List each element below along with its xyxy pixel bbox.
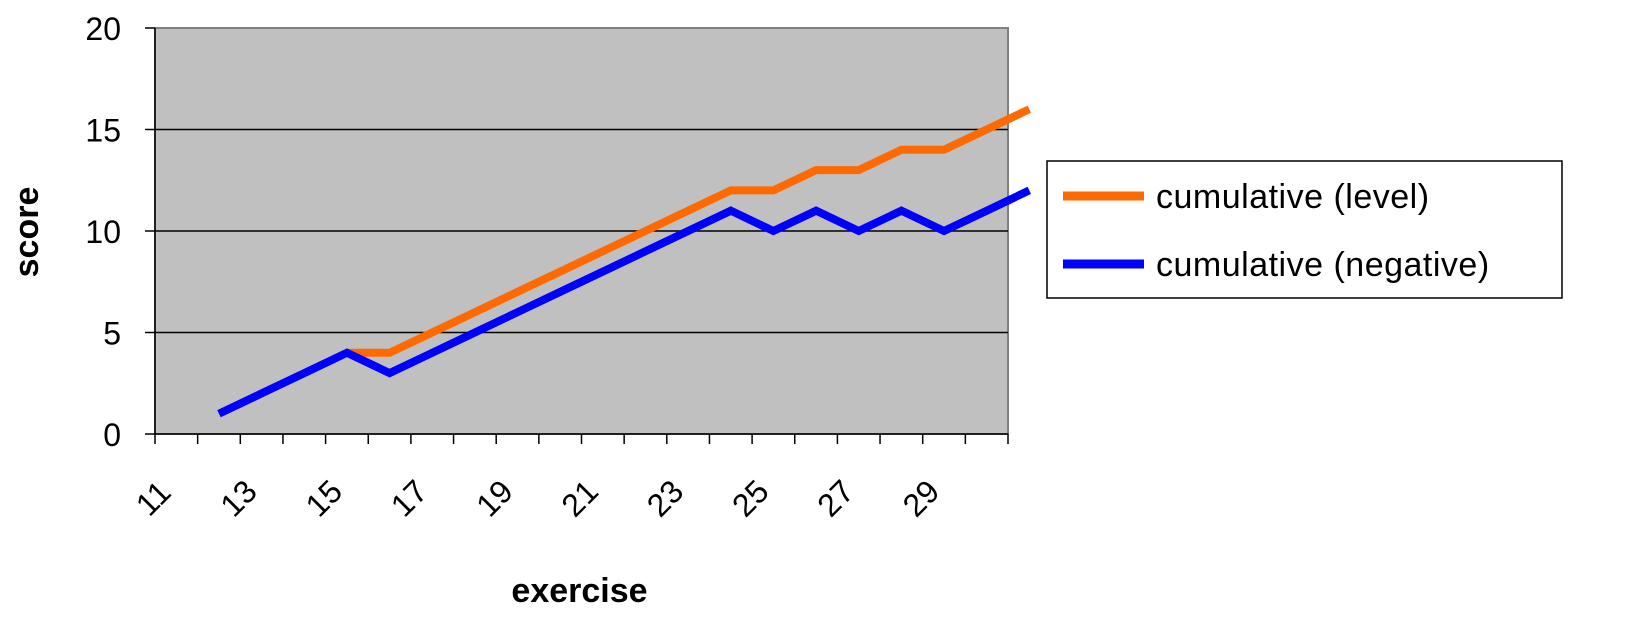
series-lines: [217, 105, 1032, 418]
series-line-level: [346, 105, 1032, 357]
x-tick-label: 21: [554, 473, 605, 524]
x-tick-label: 27: [810, 473, 861, 524]
x-tick-label: 17: [384, 473, 435, 524]
y-tick-label: 10: [85, 214, 121, 250]
y-tick-label: 5: [103, 316, 121, 352]
y-tick-label: 0: [103, 417, 121, 453]
x-tick-label: 29: [896, 473, 947, 524]
y-tick-label: 15: [85, 113, 121, 149]
x-tick-label: 19: [469, 473, 520, 524]
x-axis-title: exercise: [511, 572, 647, 610]
y-axis-title: score: [8, 187, 46, 278]
series-line-negative: [217, 186, 1032, 418]
legend-label-negative: cumulative (negative): [1156, 246, 1490, 284]
x-tick-label: 15: [299, 473, 350, 524]
x-axis-ticks: 11 13 15 17 19 21 23 25 27 29: [129, 434, 1009, 524]
legend: cumulative (level) cumulative (negative): [1046, 160, 1563, 299]
y-tick-label: 20: [85, 11, 121, 47]
x-tick-label: 25: [725, 473, 776, 524]
x-tick-label: 13: [213, 473, 264, 524]
legend-label-level: cumulative (level): [1156, 178, 1430, 216]
x-tick-label: 11: [129, 474, 178, 523]
x-tick-label: 23: [640, 473, 691, 524]
legend-box: [1046, 160, 1563, 299]
y-axis-ticks: 0 5 10 15 20: [85, 11, 155, 453]
